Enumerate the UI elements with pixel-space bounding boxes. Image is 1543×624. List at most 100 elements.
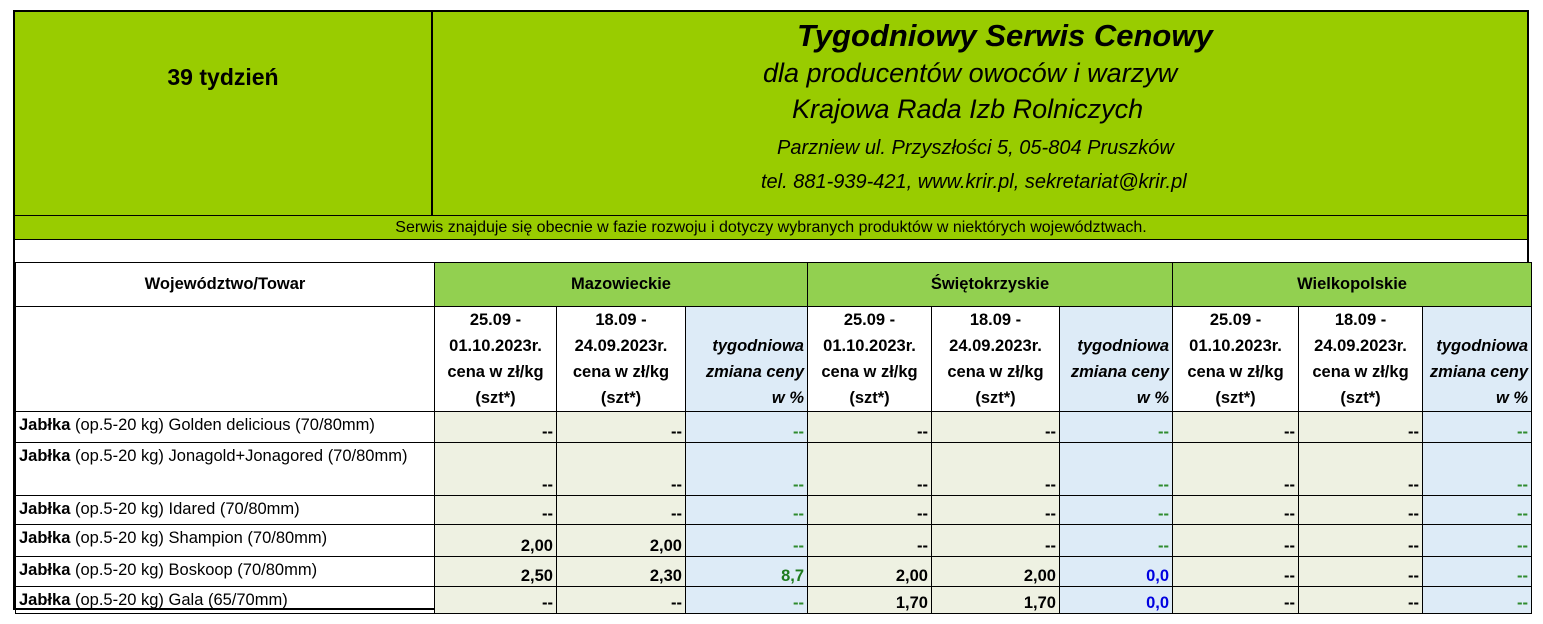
title: Tygodniowy Serwis Cenowy [797, 18, 1213, 53]
price-cell: -- [931, 442, 1060, 496]
product-row: Jabłka (op.5-20 kg) Boskoop (70/80mm) 2,5… [15, 556, 1533, 587]
product-name: Jabłka [19, 561, 71, 579]
column-header: tygodniowa zmiana ceny w % [685, 306, 808, 412]
price-cell: 2,00 [556, 524, 686, 557]
header-text: Tygodniowy Serwis Cenowy dla producentów… [433, 12, 1527, 215]
change-cell: -- [1422, 495, 1533, 525]
product-name: Jabłka [19, 447, 71, 465]
price-cell: 2,50 [434, 556, 557, 587]
change-cell: -- [685, 586, 808, 614]
price-cell: 2,30 [556, 556, 686, 587]
change-cell: -- [685, 411, 808, 443]
price-cell: -- [434, 495, 557, 525]
price-cell: -- [1298, 442, 1424, 496]
price-cell: -- [931, 411, 1060, 443]
change-cell: -- [1422, 411, 1533, 443]
product-detail: (op.5-20 kg) Boskoop (70/80mm) [74, 561, 318, 579]
blank-cell [15, 306, 435, 412]
change-cell: -- [1058, 442, 1174, 496]
change-cell: -- [1058, 411, 1174, 443]
price-cell: -- [1298, 495, 1424, 525]
price-cell: -- [556, 442, 686, 496]
notice: Serwis znajduje się obecnie w fazie rozw… [15, 216, 1527, 240]
change-cell: -- [1058, 524, 1174, 557]
change-cell: -- [685, 495, 808, 525]
price-cell: 2,00 [434, 524, 557, 557]
change-cell: -- [1422, 556, 1533, 587]
organization: Krajowa Rada Izb Rolniczych [792, 94, 1144, 124]
product-detail: (op.5-20 kg) Gala (65/70mm) [74, 591, 288, 609]
product-name: Jabłka [19, 416, 71, 434]
change-cell: -- [1058, 495, 1174, 525]
price-cell: -- [1172, 556, 1300, 587]
header: 39 tydzień Tygodniowy Serwis Cenowy dla … [15, 12, 1527, 216]
product-detail: (op.5-20 kg) Golden delicious (70/80mm) [74, 416, 375, 434]
product-name: Jabłka [19, 529, 71, 547]
price-cell: -- [931, 495, 1060, 525]
price-sheet: 39 tydzień Tygodniowy Serwis Cenowy dla … [13, 10, 1533, 614]
region-header-row: Województwo/Towar Mazowieckie Świętokrzysk… [15, 262, 1533, 307]
product-label: Jabłka (op.5-20 kg) Gala (65/70mm) [15, 586, 435, 614]
product-row: Jabłka (op.5-20 kg) Idared (70/80mm) -- --… [15, 495, 1533, 525]
change-cell: -- [685, 442, 808, 496]
price-table: Województwo/Towar Mazowieckie Świętokrzysk… [15, 262, 1533, 614]
price-cell: -- [931, 524, 1060, 557]
column-header: 18.09 - 24.09.2023r. cena w zł/kg (szt*) [1298, 306, 1424, 412]
product-label: Jabłka (op.5-20 kg) Shampion (70/80mm) [15, 524, 435, 557]
change-cell: -- [685, 524, 808, 557]
product-row: Jabłka (op.5-20 kg) Golden delicious (70… [15, 411, 1533, 443]
price-cell: -- [556, 586, 686, 614]
product-row: Jabłka (op.5-20 kg) Shampion (70/80mm) 2,… [15, 524, 1533, 557]
column-header-row: 25.09 - 01.10.2023r. cena w zł/kg (szt*)… [15, 306, 1533, 412]
price-cell: -- [434, 442, 557, 496]
price-cell: -- [1172, 442, 1300, 496]
price-cell: -- [434, 586, 557, 614]
product-detail: (op.5-20 kg) Shampion (70/80mm) [74, 529, 328, 547]
price-cell: -- [1172, 524, 1300, 557]
price-cell: -- [556, 495, 686, 525]
price-cell: 2,00 [807, 556, 932, 587]
price-cell: -- [1298, 586, 1424, 614]
price-cell: -- [1298, 556, 1424, 587]
column-header: 25.09 - 01.10.2023r. cena w zł/kg (szt*) [434, 306, 557, 412]
price-cell: -- [807, 442, 932, 496]
price-cell: 2,00 [931, 556, 1060, 587]
region-header: Świętokrzyskie [806, 262, 1174, 307]
price-cell: -- [434, 411, 557, 443]
product-row: Jabłka (op.5-20 kg) Gala (65/70mm) -- -- --… [15, 586, 1533, 614]
price-cell: -- [1172, 586, 1300, 614]
product-detail: (op.5-20 kg) Idared (70/80mm) [74, 500, 300, 518]
change-cell: 8,7 [685, 556, 808, 587]
corner-header: Województwo/Towar [15, 262, 435, 307]
change-cell: 0,0 [1058, 556, 1174, 587]
price-cell: -- [1172, 411, 1300, 443]
subtitle: dla producentów owoców i warzyw [763, 58, 1178, 88]
column-header: tygodniowa zmiana ceny w % [1058, 306, 1174, 412]
region-header: Mazowieckie [434, 262, 808, 307]
product-label: Jabłka (op.5-20 kg) Jonagold+Jonagored (… [15, 442, 435, 496]
region-header: Wielkopolskie [1172, 262, 1533, 307]
change-cell: -- [1422, 442, 1533, 496]
product-name: Jabłka [19, 500, 71, 518]
price-cell: 1,70 [931, 586, 1060, 614]
column-header: 25.09 - 01.10.2023r. cena w zł/kg (szt*) [807, 306, 932, 412]
product-label: Jabłka (op.5-20 kg) Boskoop (70/80mm) [15, 556, 435, 587]
product-name: Jabłka [19, 591, 71, 609]
price-cell: -- [1298, 524, 1424, 557]
price-cell: -- [1298, 411, 1424, 443]
column-header: 18.09 - 24.09.2023r. cena w zł/kg (szt*) [556, 306, 686, 412]
price-cell: -- [807, 524, 932, 557]
change-cell: 0,0 [1058, 586, 1174, 614]
price-cell: -- [807, 495, 932, 525]
price-cell: 1,70 [807, 586, 932, 614]
column-header: 25.09 - 01.10.2023r. cena w zł/kg (szt*) [1172, 306, 1300, 412]
product-row: Jabłka (op.5-20 kg) Jonagold+Jonagored (… [15, 442, 1533, 496]
change-cell: -- [1422, 586, 1533, 614]
column-header: 18.09 - 24.09.2023r. cena w zł/kg (szt*) [931, 306, 1060, 412]
price-cell: -- [556, 411, 686, 443]
product-label: Jabłka (op.5-20 kg) Idared (70/80mm) [15, 495, 435, 525]
price-cell: -- [1172, 495, 1300, 525]
address: Parzniew ul. Przyszłości 5, 05-804 Prusz… [777, 137, 1174, 159]
column-header: tygodniowa zmiana ceny w % [1422, 306, 1533, 412]
